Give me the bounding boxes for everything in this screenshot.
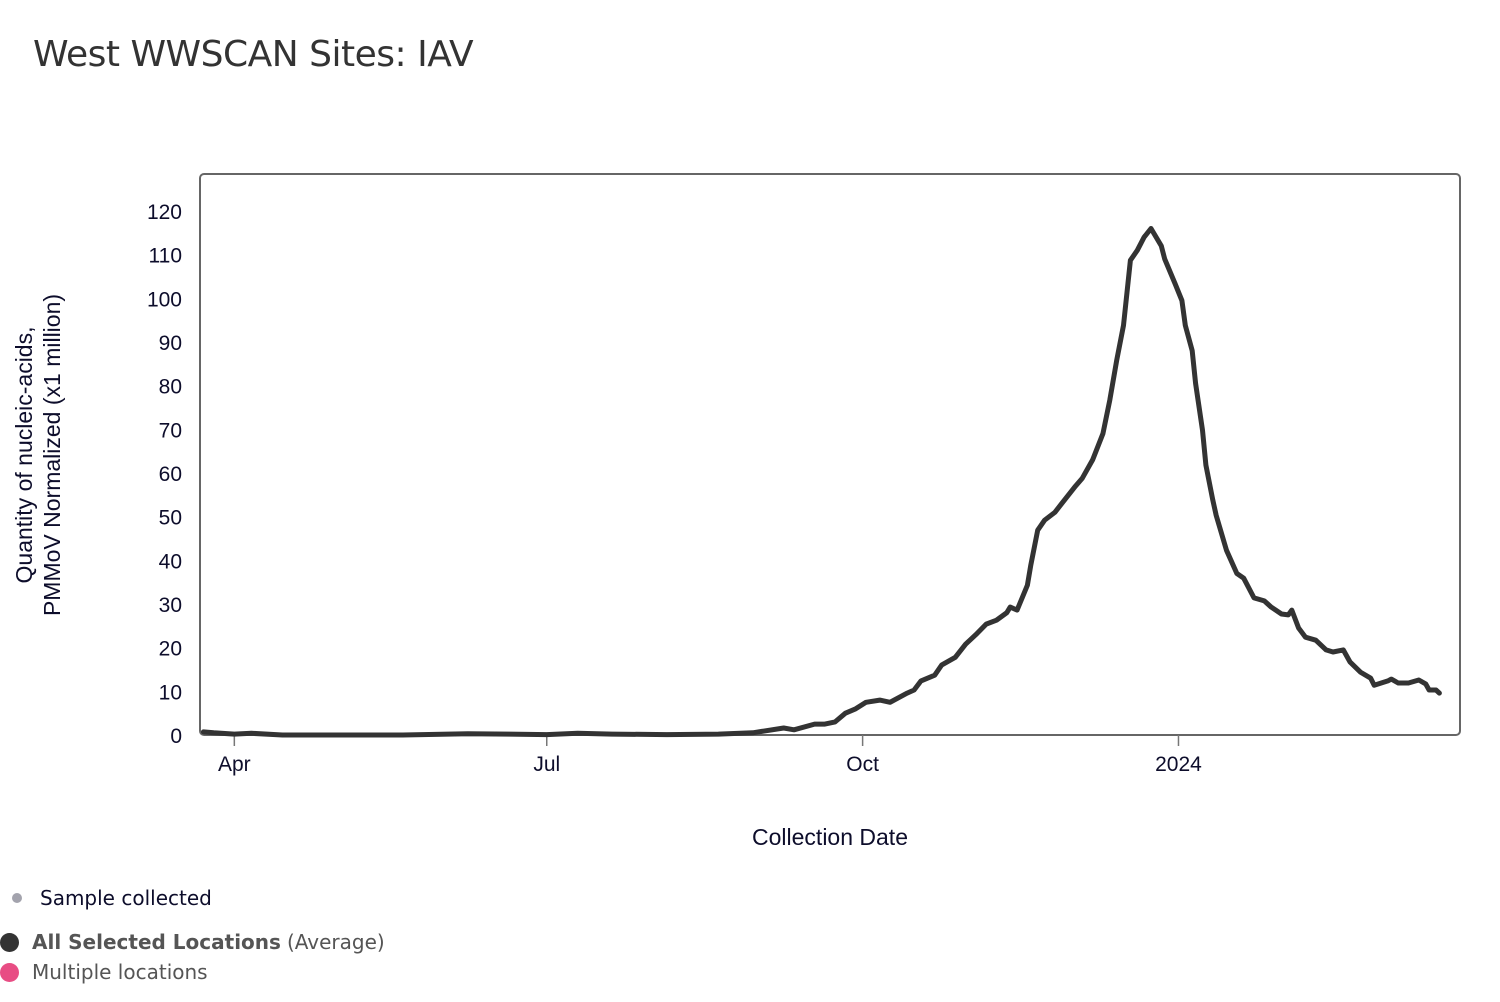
y-tick-label: 20 bbox=[159, 638, 182, 661]
y-tick-label: 70 bbox=[159, 419, 182, 442]
x-tick-label: Oct bbox=[846, 753, 879, 776]
legend-label-suffix: (Average) bbox=[286, 930, 385, 954]
series-dot-icon bbox=[0, 932, 19, 952]
y-tick-label: 30 bbox=[159, 594, 182, 617]
chart-title: West WWSCAN Sites: IAV bbox=[33, 34, 474, 75]
y-tick-label: 50 bbox=[159, 507, 182, 530]
y-tick-label: 80 bbox=[159, 376, 182, 399]
series-line-all-selected-locations bbox=[200, 226, 1442, 738]
legend-label-bold: All Selected Locations bbox=[32, 930, 281, 954]
y-tick-label: 110 bbox=[149, 245, 182, 268]
x-axis-title: Collection Date bbox=[752, 824, 908, 850]
legend-label: Multiple locations bbox=[32, 960, 208, 984]
x-tick-label: Apr bbox=[218, 753, 251, 776]
y-tick-label: 90 bbox=[159, 332, 182, 355]
y-axis-title-line-2: PMMoV Normalized (x1 million) bbox=[39, 294, 65, 616]
sample-dot-icon bbox=[12, 893, 22, 903]
y-axis-title-line-1: Quantity of nucleic-acids, bbox=[11, 327, 37, 584]
y-tick-label: 100 bbox=[147, 288, 182, 311]
chart-svg: 0 10 20 30 40 50 60 70 80 90 100 110 120 Apr Jul Oct 20… bbox=[11, 173, 1461, 850]
y-tick-label: 10 bbox=[159, 681, 182, 704]
y-tick-label: 60 bbox=[159, 463, 182, 486]
y-axis-ticks: 0 10 20 30 40 50 60 70 80 90 100 110 120 bbox=[147, 201, 182, 748]
legend-item-all-selected-locations[interactable]: All Selected Locations (Average) bbox=[0, 930, 385, 954]
y-tick-label: 0 bbox=[170, 725, 182, 748]
x-tick-label: Jul bbox=[533, 753, 560, 776]
legend-item-sample-collected[interactable]: Sample collected bbox=[12, 886, 212, 910]
y-tick-label: 40 bbox=[159, 550, 182, 573]
x-axis-ticks: Apr Jul Oct 2024 bbox=[218, 735, 1202, 776]
legend-label: Sample collected bbox=[40, 886, 212, 910]
y-tick-label: 120 bbox=[147, 201, 182, 224]
plot-frame bbox=[199, 173, 1461, 736]
series-dot-icon bbox=[0, 962, 19, 982]
x-tick-label: 2024 bbox=[1155, 753, 1202, 776]
legend-item-multiple-locations[interactable]: Multiple locations bbox=[0, 960, 208, 984]
